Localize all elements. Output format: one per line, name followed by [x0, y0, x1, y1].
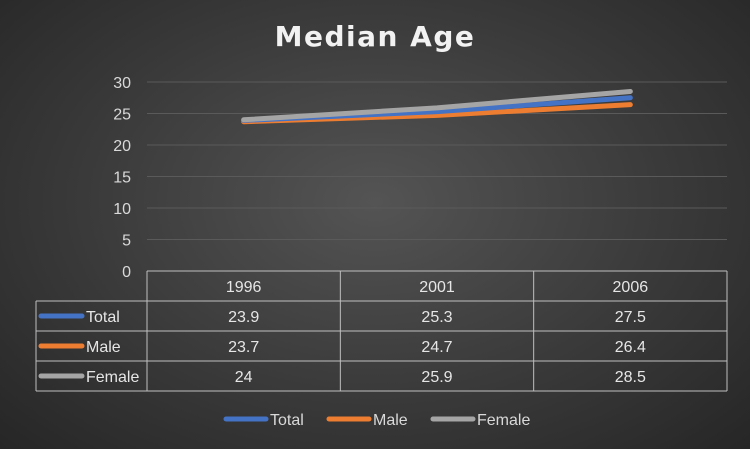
data-label: 26.4 [615, 339, 646, 356]
x-tick-label: 1996 [226, 279, 262, 296]
y-tick-label: 0 [122, 264, 131, 281]
y-tick-label: 25 [113, 107, 131, 124]
series-lines [241, 88, 633, 125]
y-tick-label: 20 [113, 138, 131, 155]
data-label: 25.9 [421, 369, 452, 386]
data-label: 24.7 [421, 339, 452, 356]
data-label: 28.5 [615, 369, 646, 386]
y-tick-label: 15 [113, 170, 131, 187]
y-tick-label: 10 [113, 201, 131, 218]
data-label: 25.3 [421, 309, 452, 326]
legend: Total Male Female [223, 412, 530, 429]
data-label: 24 [235, 369, 253, 386]
table-row-label: Male [86, 339, 121, 356]
table-row-label: Total [86, 309, 120, 326]
x-tick-label: 2006 [613, 279, 649, 296]
data-label: 23.7 [228, 339, 259, 356]
x-tick-label: 2001 [419, 279, 455, 296]
data-label: 27.5 [615, 309, 646, 326]
chart-title: Median Age [275, 20, 476, 53]
table-row-label: Female [86, 369, 139, 386]
y-tick-label: 5 [122, 233, 131, 250]
data-label: 23.9 [228, 309, 259, 326]
legend-label: Total [270, 412, 304, 429]
legend-label: Male [373, 412, 408, 429]
y-axis-ticks: 0 5 10 15 20 25 30 [113, 75, 131, 281]
series-line-female [241, 88, 633, 123]
y-tick-label: 30 [113, 75, 131, 92]
data-table: 1996 2001 2006 Total 23.9 25.3 27.5 Male 23.7 24.… [35, 270, 728, 392]
legend-label: Female [477, 412, 530, 429]
